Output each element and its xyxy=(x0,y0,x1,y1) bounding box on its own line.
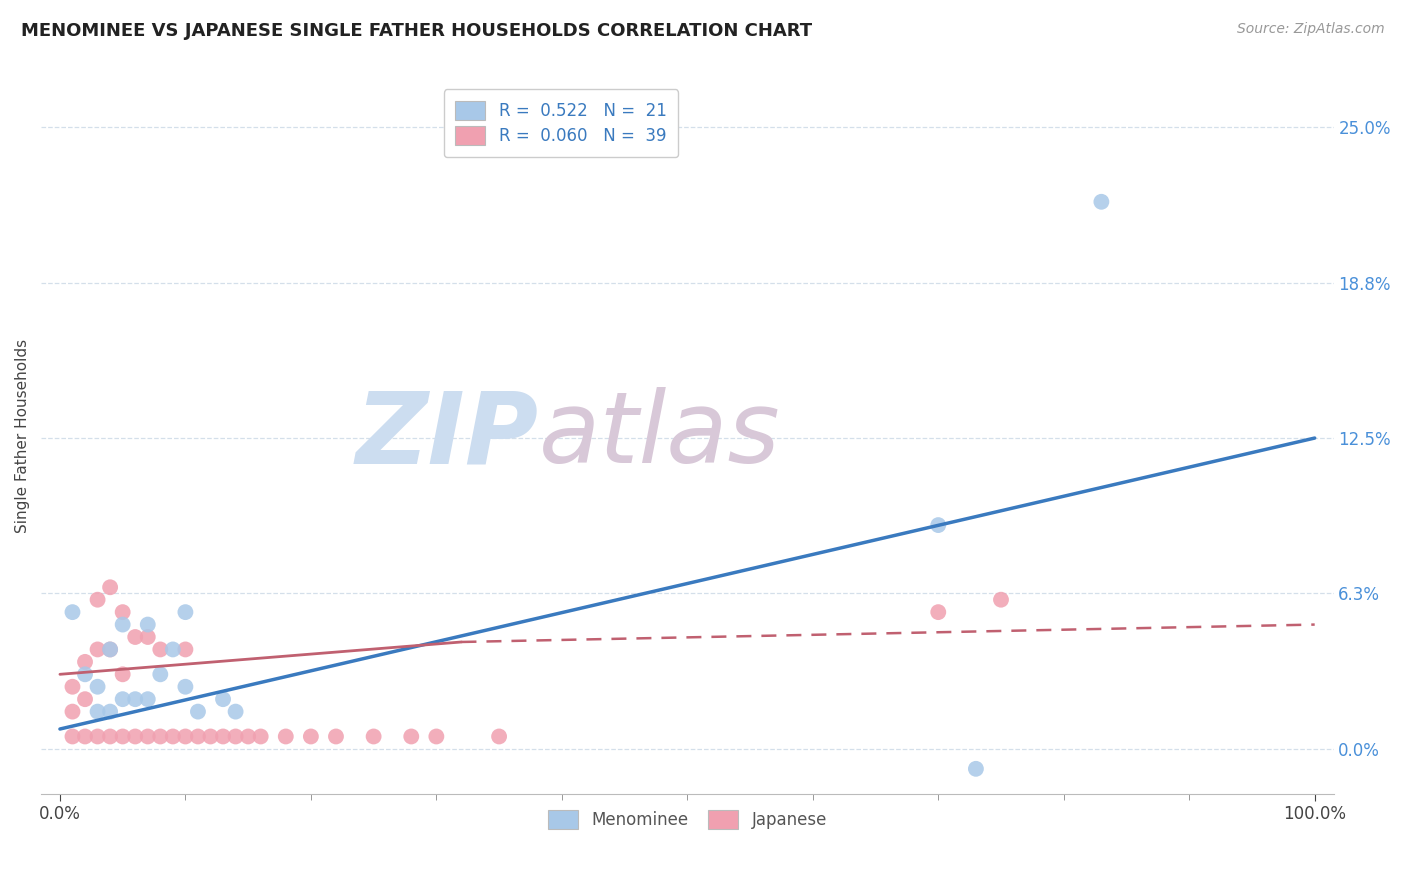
Point xyxy=(86,592,108,607)
Point xyxy=(86,642,108,657)
Point xyxy=(86,705,108,719)
Point xyxy=(149,642,172,657)
Point xyxy=(927,518,949,533)
Legend: Menominee, Japanese: Menominee, Japanese xyxy=(537,800,837,839)
Point xyxy=(299,730,322,744)
Point xyxy=(98,642,121,657)
Point xyxy=(965,762,987,776)
Point xyxy=(111,692,134,706)
Point xyxy=(187,730,209,744)
Point xyxy=(62,605,84,619)
Point xyxy=(488,730,510,744)
Point xyxy=(187,705,209,719)
Point xyxy=(927,605,949,619)
Point xyxy=(86,730,108,744)
Point xyxy=(174,680,197,694)
Text: Source: ZipAtlas.com: Source: ZipAtlas.com xyxy=(1237,22,1385,37)
Point xyxy=(425,730,447,744)
Point xyxy=(162,642,184,657)
Point xyxy=(73,730,96,744)
Point xyxy=(62,730,84,744)
Point xyxy=(401,730,423,744)
Point xyxy=(212,730,235,744)
Point xyxy=(111,605,134,619)
Point xyxy=(225,705,247,719)
Point xyxy=(136,692,159,706)
Point xyxy=(212,692,235,706)
Point xyxy=(73,692,96,706)
Point xyxy=(98,580,121,594)
Point xyxy=(274,730,297,744)
Point xyxy=(73,655,96,669)
Text: MENOMINEE VS JAPANESE SINGLE FATHER HOUSEHOLDS CORRELATION CHART: MENOMINEE VS JAPANESE SINGLE FATHER HOUS… xyxy=(21,22,813,40)
Point xyxy=(98,642,121,657)
Point xyxy=(174,605,197,619)
Y-axis label: Single Father Households: Single Father Households xyxy=(15,338,30,533)
Point xyxy=(124,730,146,744)
Point xyxy=(98,730,121,744)
Point xyxy=(325,730,347,744)
Text: ZIP: ZIP xyxy=(356,387,538,484)
Point xyxy=(174,730,197,744)
Point xyxy=(363,730,385,744)
Point xyxy=(149,730,172,744)
Point xyxy=(86,680,108,694)
Point xyxy=(111,617,134,632)
Point xyxy=(73,667,96,681)
Point xyxy=(124,692,146,706)
Point xyxy=(200,730,222,744)
Point xyxy=(111,730,134,744)
Point xyxy=(124,630,146,644)
Point xyxy=(136,617,159,632)
Point xyxy=(98,705,121,719)
Point xyxy=(62,680,84,694)
Point xyxy=(990,592,1012,607)
Point xyxy=(62,705,84,719)
Point xyxy=(236,730,259,744)
Point xyxy=(174,642,197,657)
Point xyxy=(149,667,172,681)
Point xyxy=(136,730,159,744)
Point xyxy=(225,730,247,744)
Text: atlas: atlas xyxy=(538,387,780,484)
Point xyxy=(136,630,159,644)
Point xyxy=(111,667,134,681)
Point xyxy=(162,730,184,744)
Point xyxy=(1090,194,1112,209)
Point xyxy=(249,730,271,744)
